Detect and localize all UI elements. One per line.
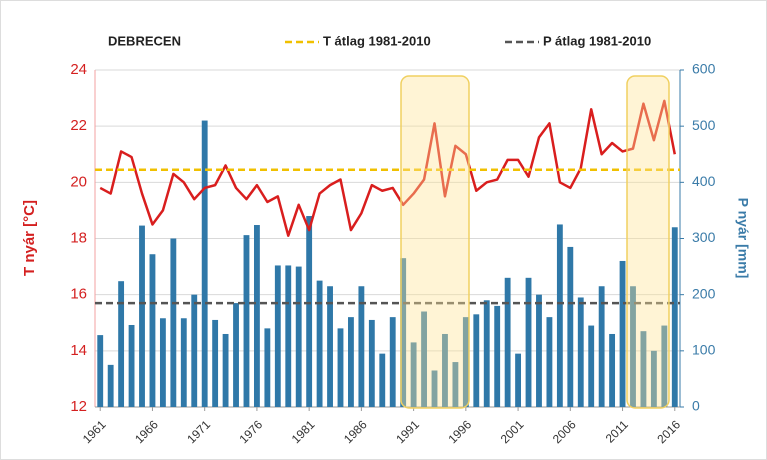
line-series — [99, 99, 677, 237]
bar — [577, 297, 584, 407]
bar — [348, 317, 354, 407]
highlight-boxes — [400, 75, 670, 409]
bar — [264, 328, 271, 407]
bar — [159, 318, 166, 407]
bar — [661, 325, 668, 407]
bar — [212, 319, 219, 407]
bar — [619, 260, 626, 407]
bar — [358, 286, 365, 407]
y2-tick-label: 600 — [692, 61, 716, 77]
bar — [567, 246, 574, 407]
y2-tick-label: 300 — [692, 229, 716, 245]
y2-tick-label: 500 — [692, 117, 716, 133]
bar — [630, 286, 636, 407]
bar — [222, 333, 229, 407]
bar — [452, 362, 459, 407]
bar — [180, 318, 187, 407]
bar — [139, 225, 145, 407]
y-tick-label: 22 — [70, 117, 87, 134]
y-axis-label: T nyár [°C] — [21, 200, 38, 276]
bar — [97, 335, 104, 407]
bar — [442, 333, 448, 407]
bar — [389, 317, 396, 407]
bar — [421, 311, 427, 407]
highlight-box — [400, 75, 470, 409]
bar — [556, 224, 563, 407]
bar — [462, 317, 469, 407]
bar — [128, 324, 135, 407]
bar — [473, 314, 480, 407]
bar — [107, 364, 114, 407]
bar — [253, 225, 260, 407]
y2-tick-label: 400 — [692, 173, 716, 189]
bar — [598, 286, 605, 407]
y2-tick-label: 100 — [692, 342, 716, 358]
bar — [316, 280, 323, 407]
bar — [285, 265, 292, 407]
bar — [650, 350, 657, 407]
bar — [379, 353, 386, 407]
bar — [494, 305, 501, 407]
bar — [546, 317, 553, 407]
bar — [483, 300, 490, 407]
bar — [170, 238, 177, 407]
y2-tick-label: 200 — [692, 285, 716, 301]
bar — [337, 328, 344, 407]
bar — [640, 331, 647, 407]
bar — [588, 325, 595, 407]
y2-tick-label: 0 — [692, 398, 700, 414]
bar — [243, 235, 250, 407]
bar — [400, 258, 407, 407]
bar — [118, 281, 125, 407]
bar — [306, 216, 313, 407]
bar — [201, 120, 208, 408]
y-tick-label: 24 — [70, 61, 87, 78]
bar — [327, 286, 333, 407]
bar — [504, 277, 511, 407]
bar — [191, 294, 198, 407]
y-tick-label: 14 — [70, 342, 87, 359]
y-tick-label: 20 — [70, 173, 87, 190]
bar — [274, 265, 281, 407]
legend-label: T átlag 1981-2010 — [323, 33, 431, 48]
highlight-box — [626, 75, 670, 409]
y-tick-label: 12 — [70, 398, 87, 415]
legend-label: P átlag 1981-2010 — [543, 33, 651, 48]
bar — [671, 227, 678, 407]
bar — [609, 333, 616, 407]
y-tick-label: 18 — [70, 229, 87, 246]
bar — [410, 342, 417, 407]
y2-axis-label: P nyár [mm] — [735, 198, 751, 279]
bar — [149, 254, 156, 407]
y-tick-label: 16 — [70, 286, 87, 303]
chart-title: DEBRECEN — [108, 33, 181, 48]
bar — [525, 277, 532, 407]
bar — [515, 353, 522, 407]
bar — [295, 266, 302, 407]
bar — [536, 294, 542, 407]
bar — [431, 370, 438, 407]
bar — [368, 319, 375, 407]
bar — [233, 303, 239, 407]
